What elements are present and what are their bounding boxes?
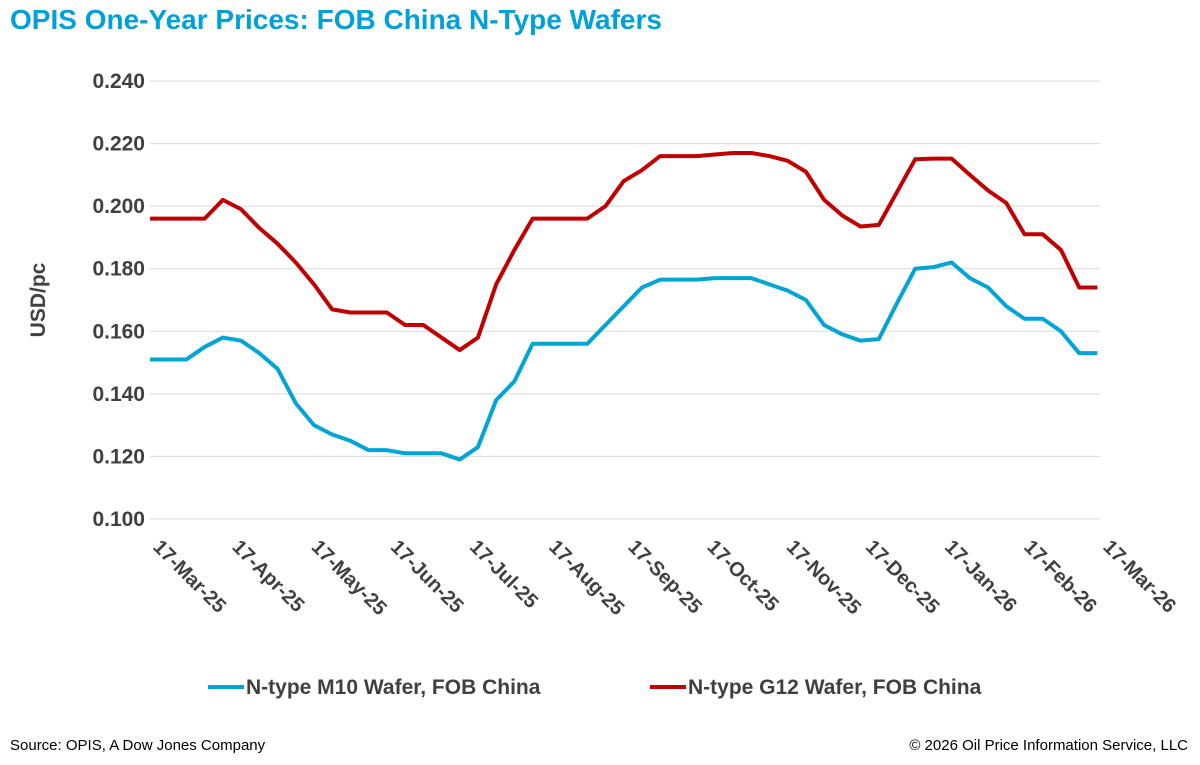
series-line-m10 <box>150 260 1098 462</box>
x-tick-label: 17-Jul-25 <box>465 536 542 613</box>
x-tick-label: 17-May-25 <box>307 536 391 620</box>
x-tick-label: 17-Mar-26 <box>1098 536 1180 618</box>
y-tick-label: 0.200 <box>92 195 145 218</box>
x-tick-label: 17-Jan-26 <box>940 536 1021 617</box>
x-tick-label: 17-Dec-25 <box>861 536 943 618</box>
x-tick-label: 17-Apr-25 <box>228 536 309 617</box>
y-axis-label: USD/pc <box>27 262 50 337</box>
x-tick-label: 17-Oct-25 <box>703 536 783 616</box>
y-tick-label: 0.240 <box>92 70 145 93</box>
y-tick-label: 0.100 <box>92 508 145 531</box>
y-tick-label: 0.120 <box>92 445 145 468</box>
x-tick-label: 17-Aug-25 <box>544 536 628 620</box>
y-tick-label: 0.220 <box>92 133 145 156</box>
legend-label: N-type G12 Wafer, FOB China <box>688 676 982 699</box>
legend-label: N-type M10 Wafer, FOB China <box>246 676 541 699</box>
x-tick-label: 17-Jun-25 <box>386 536 468 618</box>
source-note: Source: OPIS, A Dow Jones Company <box>10 737 266 754</box>
y-tick-label: 0.160 <box>92 320 145 343</box>
x-tick-label: 17-Sep-25 <box>623 536 705 618</box>
x-tick-label: 17-Feb-26 <box>1019 536 1101 618</box>
chart-title: OPIS One-Year Prices: FOB China N-Type W… <box>10 4 662 35</box>
y-tick-label: 0.140 <box>92 383 145 406</box>
x-tick-label: 17-Nov-25 <box>782 536 865 619</box>
x-tick-label: 17-Mar-25 <box>148 536 230 618</box>
y-tick-label: 0.180 <box>92 258 145 281</box>
copyright-note: © 2026 Oil Price Information Service, LL… <box>909 737 1188 754</box>
series-line-g12 <box>150 150 1098 353</box>
